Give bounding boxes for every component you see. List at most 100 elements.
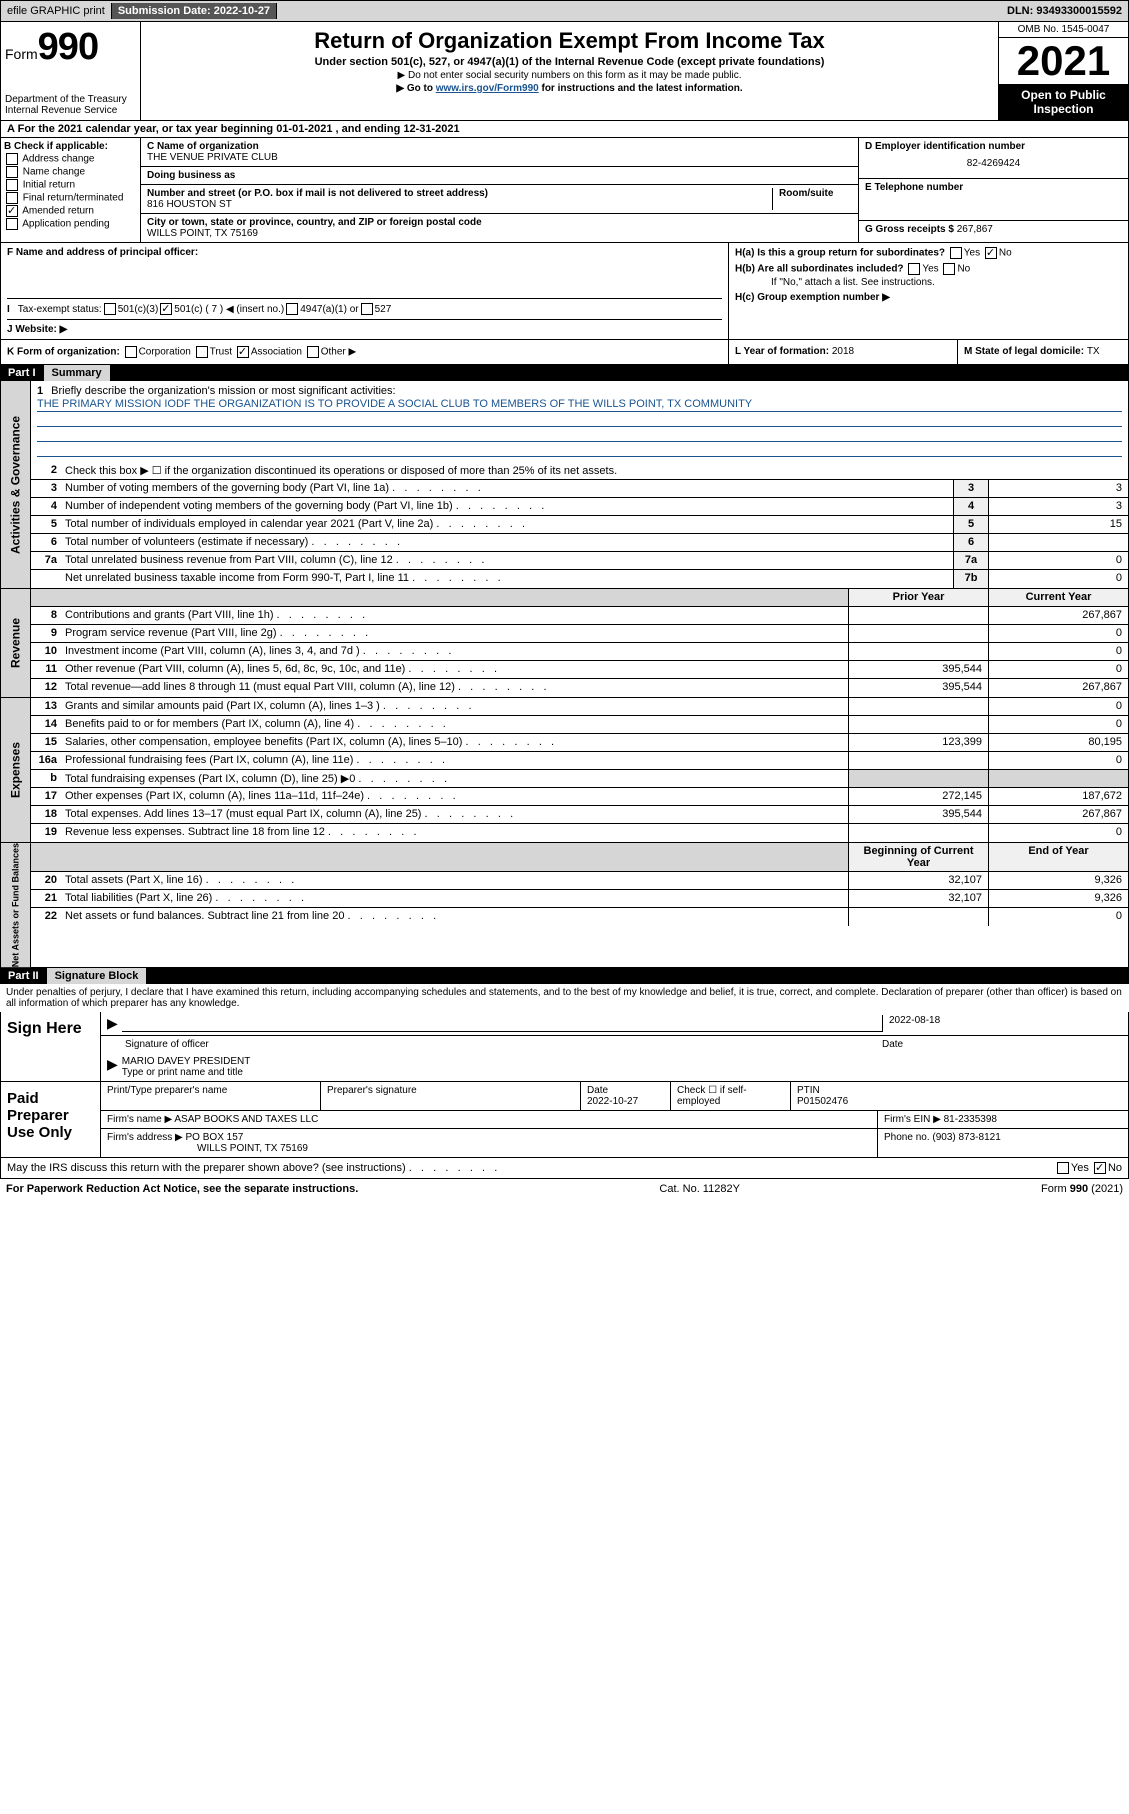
form-header: Form990 Department of the TreasuryIntern… — [0, 22, 1129, 121]
section-b-option[interactable]: Application pending — [4, 218, 137, 230]
paid-preparer-label: Paid Preparer Use Only — [1, 1082, 101, 1157]
street-address: 816 HOUSTON ST — [147, 199, 772, 210]
tax-period: A For the 2021 calendar year, or tax yea… — [0, 121, 1129, 138]
prep-date-label: Date — [587, 1085, 608, 1096]
side-netassets: Net Assets or Fund Balances — [1, 843, 31, 967]
section-d: D Employer identification number82-42694… — [858, 138, 1128, 242]
ptin-value: P01502476 — [797, 1096, 848, 1107]
department-label: Department of the TreasuryInternal Reven… — [5, 94, 136, 116]
ha-no[interactable] — [985, 247, 997, 259]
self-employed-label: Check ☐ if self-employed — [671, 1082, 791, 1110]
501c-checkbox[interactable] — [160, 303, 172, 315]
527-checkbox[interactable] — [361, 303, 373, 315]
submission-date: Submission Date: 2022-10-27 — [112, 3, 277, 19]
prior-year-header: Prior Year — [848, 589, 988, 606]
side-revenue: Revenue — [1, 589, 31, 697]
top-bar: efile GRAPHIC print Submission Date: 202… — [0, 0, 1129, 22]
assoc-checkbox[interactable] — [237, 346, 249, 358]
signature-block: Sign Here ▶2022-08-18 Signature of offic… — [0, 1012, 1129, 1082]
section-fh: F Name and address of principal officer:… — [0, 243, 1129, 340]
section-b-option[interactable]: Amended return — [4, 205, 137, 217]
hc-label: H(c) Group exemption number ▶ — [735, 292, 1122, 303]
dba-label: Doing business as — [147, 170, 852, 181]
hb-no[interactable] — [943, 263, 955, 275]
m-label: M State of legal domicile: — [964, 346, 1087, 357]
paperwork-notice: For Paperwork Reduction Act Notice, see … — [6, 1183, 358, 1195]
part1-body: Activities & Governance 1Briefly describ… — [0, 381, 1129, 968]
end-header: End of Year — [988, 843, 1128, 871]
part2-header: Part II Signature Block — [0, 968, 1129, 984]
sign-here-label: Sign Here — [1, 1012, 101, 1081]
ha-label: H(a) Is this a group return for subordin… — [735, 248, 945, 259]
gross-label: G Gross receipts $ — [865, 224, 957, 235]
firm-addr1: PO BOX 157 — [186, 1132, 244, 1143]
other-checkbox[interactable] — [307, 346, 319, 358]
type-name-label: Type or print name and title — [122, 1067, 1122, 1078]
phone-label: Phone no. — [884, 1132, 932, 1143]
form-subtitle: Under section 501(c), 527, or 4947(a)(1)… — [147, 56, 992, 68]
officer-name: MARIO DAVEY PRESIDENT — [122, 1056, 1122, 1067]
preparer-name-label: Print/Type preparer's name — [101, 1082, 321, 1110]
form-note-1: ▶ Do not enter social security numbers o… — [147, 70, 992, 81]
tax-status-label: Tax-exempt status: — [18, 304, 102, 315]
beginning-header: Beginning of Current Year — [848, 843, 988, 871]
state-domicile: TX — [1087, 346, 1100, 357]
firm-addr-label: Firm's address ▶ — [107, 1132, 186, 1143]
sig-date-label: Date — [882, 1039, 1122, 1050]
section-bcd: B Check if applicable: Address change Na… — [0, 138, 1129, 243]
officer-label: F Name and address of principal officer: — [7, 247, 722, 258]
preparer-sig-label: Preparer's signature — [321, 1082, 581, 1110]
addr-label: Number and street (or P.O. box if mail i… — [147, 188, 772, 199]
section-b-header: B Check if applicable: — [4, 141, 137, 152]
hb-label: H(b) Are all subordinates included? — [735, 264, 904, 275]
corp-checkbox[interactable] — [125, 346, 137, 358]
section-c: C Name of organizationTHE VENUE PRIVATE … — [141, 138, 858, 242]
firm-ein-label: Firm's EIN ▶ — [884, 1114, 944, 1125]
may-yes[interactable] — [1057, 1162, 1069, 1174]
telephone-label: E Telephone number — [865, 182, 1122, 193]
prep-date: 2022-10-27 — [587, 1096, 638, 1107]
firm-name-label: Firm's name ▶ — [107, 1114, 174, 1125]
dln: DLN: 93493300015592 — [1001, 3, 1128, 19]
l-label: L Year of formation: — [735, 346, 832, 357]
declaration-text: Under penalties of perjury, I declare th… — [0, 984, 1129, 1012]
current-year-header: Current Year — [988, 589, 1128, 606]
section-b: B Check if applicable: Address change Na… — [1, 138, 141, 242]
omb-number: OMB No. 1545-0047 — [999, 22, 1128, 38]
section-b-option[interactable]: Name change — [4, 166, 137, 178]
open-inspection: Open to Public Inspection — [999, 84, 1128, 120]
paid-preparer-block: Paid Preparer Use Only Print/Type prepar… — [0, 1082, 1129, 1158]
hb-yes[interactable] — [908, 263, 920, 275]
ptin-label: PTIN — [797, 1085, 820, 1096]
hb-note: If "No," attach a list. See instructions… — [771, 277, 1122, 288]
form-number: Form990 — [5, 26, 136, 69]
mission-label: Briefly describe the organization's miss… — [51, 385, 395, 397]
sig-officer-label: Signature of officer — [107, 1039, 882, 1050]
city-label: City or town, state or province, country… — [147, 217, 852, 228]
irs-link[interactable]: www.irs.gov/Form990 — [436, 83, 539, 94]
efile-label: efile GRAPHIC print — [1, 3, 112, 19]
form-title: Return of Organization Exempt From Incom… — [147, 28, 992, 54]
may-discuss-row: May the IRS discuss this return with the… — [0, 1158, 1129, 1179]
section-b-option[interactable]: Final return/terminated — [4, 192, 137, 204]
trust-checkbox[interactable] — [196, 346, 208, 358]
sign-date: 2022-08-18 — [889, 1015, 1122, 1026]
website-label: Website: ▶ — [15, 324, 67, 335]
firm-ein: 81-2335398 — [944, 1114, 997, 1125]
section-b-option[interactable]: Address change — [4, 153, 137, 165]
q2-text: Check this box ▶ ☐ if the organization d… — [61, 462, 1128, 479]
may-no[interactable] — [1094, 1162, 1106, 1174]
section-klm: K Form of organization: Corporation Trus… — [0, 340, 1129, 365]
page-footer: For Paperwork Reduction Act Notice, see … — [0, 1179, 1129, 1199]
firm-name: ASAP BOOKS AND TAXES LLC — [174, 1114, 318, 1125]
section-b-option[interactable]: Initial return — [4, 179, 137, 191]
501c3-checkbox[interactable] — [104, 303, 116, 315]
mission-text: THE PRIMARY MISSION IODF THE ORGANIZATIO… — [37, 398, 1122, 412]
room-label: Room/suite — [772, 188, 852, 210]
ha-yes[interactable] — [950, 247, 962, 259]
ein-value: 82-4269424 — [865, 152, 1122, 175]
form-page: Form 990 (2021) — [1041, 1183, 1123, 1195]
4947-checkbox[interactable] — [286, 303, 298, 315]
tax-year: 2021 — [999, 38, 1128, 84]
org-name-label: C Name of organization — [147, 141, 852, 152]
